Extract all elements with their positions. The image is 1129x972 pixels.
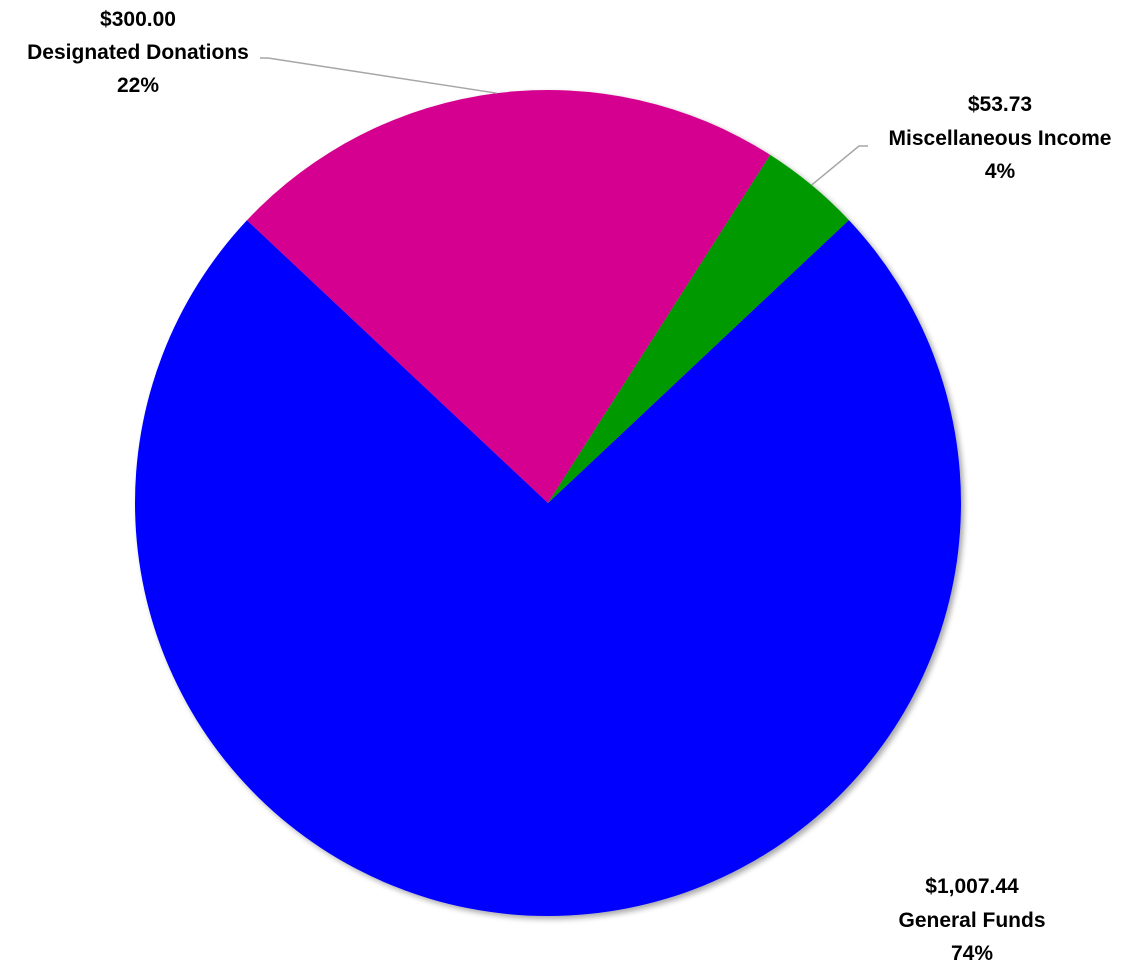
pie-slice-designated-donations <box>246 90 771 503</box>
general-funds-percent: 74% <box>951 942 993 965</box>
miscellaneous-income-value: $53.73 <box>968 93 1032 116</box>
label-designated-donations: $300.00 Designated Donations 22% <box>27 8 249 97</box>
designated-donations-percent: 22% <box>117 74 159 97</box>
miscellaneous-income-percent: 4% <box>985 160 1016 183</box>
miscellaneous-income-name: Miscellaneous Income <box>889 127 1112 150</box>
pie-slices <box>134 90 961 917</box>
pie-slice-miscellaneous-income <box>548 154 849 504</box>
designated-donations-value: $300.00 <box>100 8 176 31</box>
designated-donations-name: Designated Donations <box>27 41 249 64</box>
leader-lines <box>260 57 868 186</box>
general-funds-name: General Funds <box>898 909 1045 932</box>
label-miscellaneous-income: $53.73 Miscellaneous Income 4% <box>889 93 1112 183</box>
label-general-funds: $1,007.44 General Funds 74% <box>898 875 1045 965</box>
general-funds-value: $1,007.44 <box>925 875 1019 898</box>
pie-slice-general-funds <box>134 220 961 917</box>
leader-line-miscellaneous-income <box>811 145 868 186</box>
leader-line-designated-donations <box>260 57 497 94</box>
